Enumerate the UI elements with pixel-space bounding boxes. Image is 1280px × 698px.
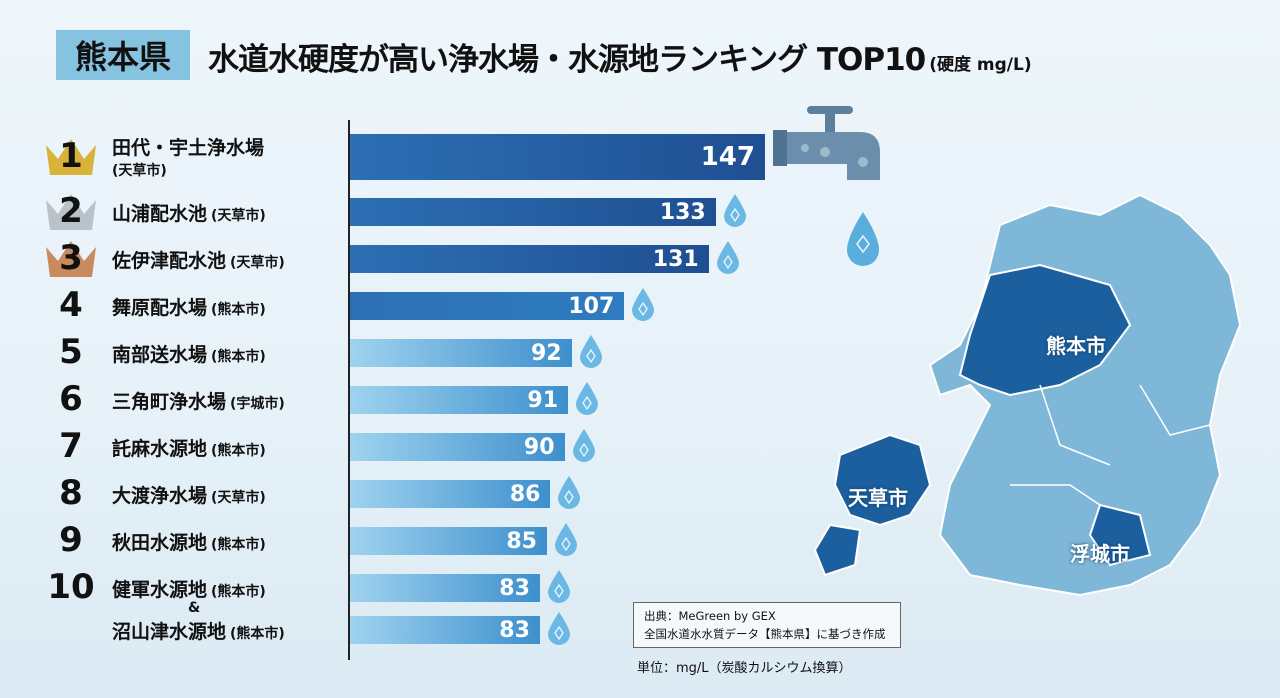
bar-value-label: 86 (509, 481, 541, 507)
rank-number: 9 (59, 520, 83, 560)
bar: 90 (350, 433, 565, 461)
water-drop-icon (547, 612, 570, 645)
bar: 92 (350, 339, 572, 367)
rank-number: 5 (59, 332, 83, 372)
station-city: (天草市) (211, 208, 266, 224)
unit-note: (硬度 mg/L) (929, 55, 1032, 75)
tie-marker: & (188, 600, 201, 616)
station-label: 託麻水源地 (熊本市) (112, 434, 266, 461)
station-name: 秋田水源地 (112, 532, 208, 554)
unit-note-footer: 単位：mg/L（炭酸カルシウム換算） (637, 661, 852, 676)
map-label-kumamoto: 熊本市 (1046, 334, 1106, 358)
station-city: (天草市) (230, 255, 285, 271)
kumamoto-map (813, 193, 1242, 597)
station-city: (天草市) (112, 163, 167, 179)
station-name: 沼山津水源地 (112, 621, 227, 643)
bar-value-label: 147 (700, 142, 755, 172)
water-drop-icon (632, 288, 655, 321)
crown-icon (46, 241, 96, 277)
title-text: 水道水硬度が高い浄水場・水源地ランキング TOP10 (208, 42, 926, 78)
station-label: 田代・宇土浄水場 (天草市) (112, 133, 264, 180)
bar: 147 (350, 134, 765, 180)
bar: 131 (350, 245, 709, 273)
crown-icon (46, 194, 96, 230)
station-name: 健軍水源地 (112, 579, 208, 601)
station-label: 三角町浄水場 (宇城市) (112, 387, 285, 414)
station-city: (熊本市) (230, 626, 285, 642)
water-drop-icon (579, 335, 602, 368)
station-name: 託麻水源地 (112, 438, 208, 460)
station-name: 三角町浄水場 (112, 391, 227, 413)
station-name: 佐伊津配水池 (112, 250, 227, 272)
bar-value-label: 91 (527, 387, 559, 413)
source-box: 出典：MeGreen by GEX 全国水道水水質データ【熊本県】に基づき作成 (633, 602, 901, 648)
prefecture-badge: 熊本県 (56, 30, 190, 80)
rank-number: 1 (59, 136, 83, 176)
station-city: (熊本市) (211, 537, 266, 553)
station-city: (天草市) (211, 490, 266, 506)
bar: 83 (350, 574, 540, 602)
bar-value-label: 83 (499, 617, 530, 643)
crown-icon (46, 139, 96, 175)
station-city: (宇城市) (230, 396, 285, 412)
bar-value-label: 131 (652, 246, 699, 272)
station-city: (熊本市) (211, 349, 266, 365)
station-label: 佐伊津配水池 (天草市) (112, 246, 285, 273)
rank-number: 10 (47, 567, 95, 607)
station-name: 舞原配水場 (112, 297, 208, 319)
station-city: (熊本市) (211, 302, 266, 318)
bar: 83 (350, 616, 540, 644)
water-drop-icon (576, 382, 599, 415)
station-label: 秋田水源地 (熊本市) (112, 528, 266, 555)
station-name: 大渡浄水場 (112, 485, 208, 507)
station-name: 山浦配水池 (112, 203, 208, 225)
map-label-amakusa: 天草市 (848, 486, 908, 510)
station-city: (熊本市) (211, 443, 266, 459)
water-drop-icon (572, 429, 595, 462)
station-label: 大渡浄水場 (天草市) (112, 481, 266, 508)
station-name: 田代・宇土浄水場 (112, 137, 265, 159)
bar: 86 (350, 480, 551, 508)
bar-value-label: 133 (659, 199, 706, 225)
bar-value-label: 107 (568, 293, 615, 319)
water-drop-icon (547, 570, 570, 603)
page-title: 水道水硬度が高い浄水場・水源地ランキング TOP10 (硬度 mg/L) (208, 34, 1032, 79)
bar: 91 (350, 386, 569, 414)
station-label: 健軍水源地 (熊本市) (112, 575, 266, 602)
map-label-uki: 浮城市 (1070, 542, 1130, 566)
bar: 85 (350, 527, 547, 555)
bar-value-label: 83 (499, 575, 530, 601)
water-drop-icon (723, 194, 746, 227)
rank-number: 6 (59, 379, 83, 419)
station-label: 南部送水場 (熊本市) (112, 340, 266, 367)
water-drop-icon (716, 241, 739, 274)
rank-number: 4 (59, 285, 83, 325)
bar: 107 (350, 292, 625, 320)
faucet-icon (773, 106, 880, 266)
station-city: (熊本市) (211, 584, 266, 600)
chart-axis (348, 120, 350, 660)
bar-value-label: 92 (530, 340, 562, 366)
bar-value-label: 85 (506, 528, 537, 554)
source-line: 全国水道水水質データ【熊本県】に基づき作成 (644, 627, 886, 641)
water-drop-icon (554, 523, 577, 556)
station-label: 沼山津水源地 (熊本市) (112, 617, 285, 644)
rank-number: 2 (59, 191, 83, 231)
rank-number: 7 (59, 426, 83, 466)
station-label: 舞原配水場 (熊本市) (112, 293, 266, 320)
water-drop-icon (558, 476, 581, 509)
source-line: 出典：MeGreen by GEX (644, 609, 776, 623)
station-name: 南部送水場 (112, 344, 208, 366)
rank-number: 8 (59, 473, 83, 513)
station-label: 山浦配水池 (天草市) (112, 199, 266, 226)
rank-number: 3 (59, 238, 83, 278)
bar-value-label: 90 (523, 434, 555, 460)
bar: 133 (350, 198, 716, 226)
